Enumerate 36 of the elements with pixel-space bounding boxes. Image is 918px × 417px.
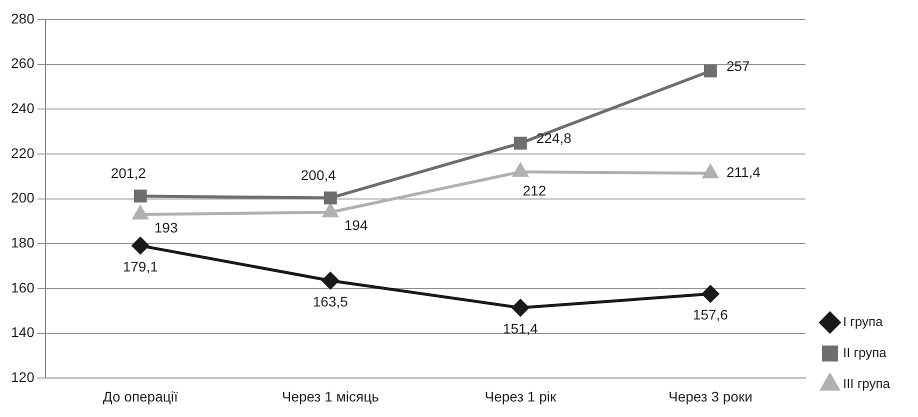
point — [514, 136, 527, 150]
point — [322, 272, 339, 290]
y-tick-label: 200 — [11, 190, 35, 206]
x-tick-label: Через 1 рік — [484, 388, 557, 404]
y-tick-label: 260 — [11, 55, 35, 72]
data-label: 201,2 — [110, 164, 146, 181]
x-tick-label: Через 3 роки — [668, 388, 752, 404]
data-label: 151,4 — [502, 320, 538, 337]
point — [324, 191, 337, 204]
x-tick-label: До операції — [102, 388, 178, 404]
data-label: 157,6 — [692, 306, 728, 323]
point — [512, 299, 529, 316]
x-tick-label: Через 1 місяць — [282, 388, 379, 404]
y-tick-label: 280 — [11, 10, 35, 26]
legend-label: I група — [842, 314, 884, 330]
data-label: 224,8 — [536, 130, 572, 146]
y-tick-label: 140 — [11, 324, 35, 340]
y-tick-label: 180 — [11, 234, 35, 251]
data-label: 193 — [154, 219, 178, 236]
data-label: 194 — [344, 217, 368, 234]
data-label: 179,1 — [122, 258, 158, 275]
y-tick-label: 160 — [11, 279, 35, 296]
data-label: 200,4 — [300, 166, 336, 183]
data-label: 212 — [522, 182, 546, 199]
point — [132, 237, 149, 254]
legend-label: II група — [842, 345, 888, 360]
y-tick-label: 240 — [11, 100, 35, 116]
data-label: 163,5 — [312, 294, 348, 310]
y-tick-label: 220 — [11, 144, 35, 161]
point — [704, 64, 717, 78]
data-label: 257 — [726, 58, 750, 74]
point — [702, 285, 719, 302]
legend-label: III група — [842, 376, 891, 392]
data-label: 211,4 — [726, 164, 761, 180]
point — [134, 190, 147, 203]
y-tick-label: 120 — [11, 369, 35, 386]
